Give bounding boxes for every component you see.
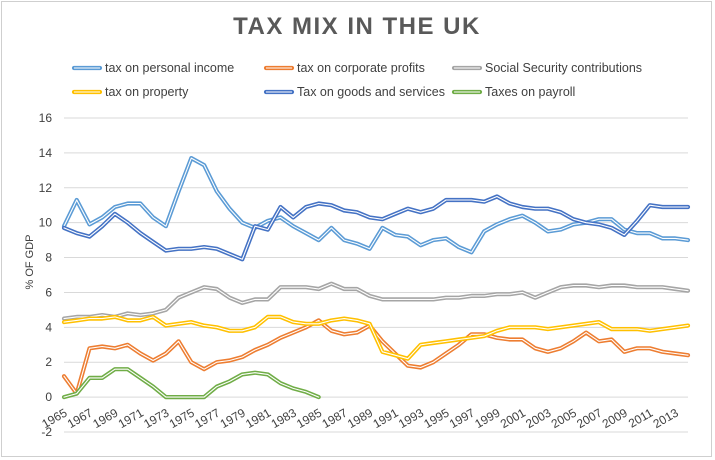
series-line-core-0 bbox=[63, 157, 689, 253]
y-tick-label: -2 bbox=[41, 425, 52, 439]
y-tick-label: 2 bbox=[45, 355, 52, 369]
x-tick-label: 2013 bbox=[651, 405, 681, 431]
x-axis-ticks: 1965196719691971197319751977197919811983… bbox=[39, 405, 681, 431]
y-tick-label: 0 bbox=[45, 390, 52, 404]
legend-label: Tax on goods and services bbox=[297, 85, 445, 99]
series-line-1 bbox=[61, 318, 691, 396]
series-line-core-3 bbox=[63, 316, 689, 360]
legend-item: tax on property bbox=[71, 85, 189, 99]
series-line-core-2 bbox=[63, 283, 689, 320]
legend-item: tax on corporate profits bbox=[263, 61, 425, 75]
series-line-core-5 bbox=[63, 368, 320, 398]
y-tick-label: 8 bbox=[45, 251, 52, 265]
y-axis-label: % OF GDP bbox=[24, 234, 36, 289]
y-tick-label: 10 bbox=[39, 216, 53, 230]
chart-title: TAX MIX IN THE UK bbox=[233, 13, 481, 40]
y-axis-ticks: -2 0 2 4 6 8 10 12 14 16 bbox=[39, 111, 53, 439]
legend: tax on personal income tax on corporate p… bbox=[71, 61, 642, 99]
gridlines bbox=[64, 117, 688, 433]
legend-item: Taxes on payroll bbox=[451, 85, 575, 99]
legend-label: tax on corporate profits bbox=[297, 61, 425, 75]
y-tick-label: 16 bbox=[39, 111, 53, 125]
series-lines bbox=[61, 156, 691, 400]
series-line-4 bbox=[61, 194, 691, 262]
legend-item: Tax on goods and services bbox=[263, 85, 445, 99]
y-tick-label: 6 bbox=[45, 285, 52, 299]
legend-label: tax on personal income bbox=[105, 61, 234, 75]
legend-label: tax on property bbox=[105, 85, 189, 99]
legend-item: Social Security contributions bbox=[451, 61, 642, 75]
y-tick-label: 4 bbox=[45, 320, 52, 334]
legend-label: Social Security contributions bbox=[485, 61, 642, 75]
series-line-core-4 bbox=[63, 195, 689, 260]
legend-item: tax on personal income bbox=[71, 61, 234, 75]
legend-label: Taxes on payroll bbox=[485, 85, 575, 99]
y-tick-label: 12 bbox=[39, 181, 53, 195]
y-tick-label: 14 bbox=[39, 146, 53, 160]
series-line-2 bbox=[61, 281, 691, 321]
